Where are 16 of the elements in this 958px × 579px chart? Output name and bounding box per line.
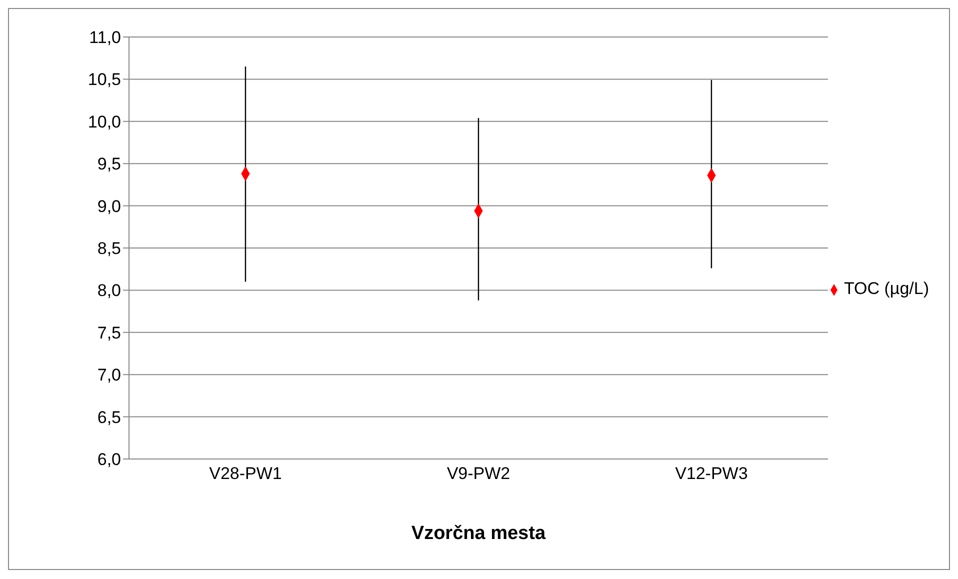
y-tick-label: 9,5 [97, 154, 121, 174]
x-tick-label: V12-PW3 [675, 464, 748, 484]
y-tick-label: 8,0 [97, 281, 121, 300]
y-tick-label: 11,0 [89, 28, 121, 48]
y-tick-label: 9,0 [97, 196, 121, 216]
y-tick-label: 7,0 [97, 366, 121, 385]
y-tick-label: 6,0 [97, 450, 121, 470]
y-tick-label: 10,0 [88, 112, 121, 132]
x-tick-label: V9-PW2 [446, 464, 510, 484]
y-tick-label: 10,5 [88, 70, 121, 90]
y-tick-label: 6,5 [97, 408, 121, 427]
y-tick-label: 7,5 [97, 323, 121, 342]
legend-label: TOC (µg/L) [844, 279, 929, 298]
x-tick-label: V28-PW1 [209, 464, 282, 484]
x-axis-title: Vzorčna mesta [411, 523, 546, 544]
y-tick-label: 8,5 [97, 239, 121, 258]
